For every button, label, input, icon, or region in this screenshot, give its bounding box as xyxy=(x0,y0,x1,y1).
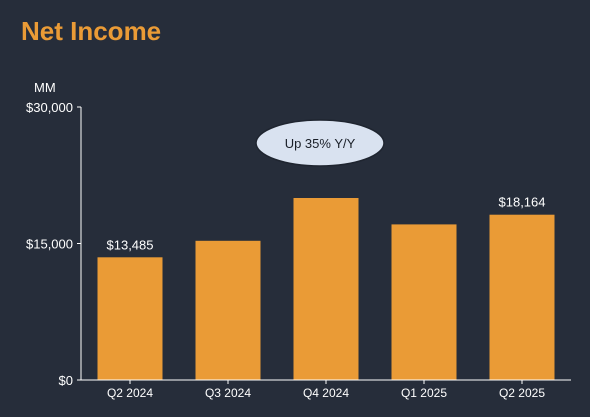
data-label: $13,485 xyxy=(107,237,154,252)
bar-q1-2025 xyxy=(391,224,457,380)
bar-q2-2025 xyxy=(489,214,555,380)
unit-label: MM xyxy=(34,80,56,95)
callout-bubble xyxy=(255,119,385,167)
y-tick-label: $30,000 xyxy=(26,100,73,115)
bar-q2-2024 xyxy=(97,257,163,380)
x-tick-label: Q2 2024 xyxy=(107,386,153,400)
x-tick-label: Q3 2024 xyxy=(205,386,251,400)
bar-q4-2024 xyxy=(293,198,359,380)
chart-title: Net Income xyxy=(21,16,162,46)
y-tick-label: $0 xyxy=(59,373,73,388)
x-tick-label: Q2 2025 xyxy=(499,386,545,400)
callout-text: Up 35% Y/Y xyxy=(285,136,356,151)
growth-callout: Up 35% Y/Y xyxy=(255,119,385,167)
y-tick-label: $15,000 xyxy=(26,237,73,252)
x-tick-label: Q1 2025 xyxy=(401,386,447,400)
data-label: $18,164 xyxy=(499,195,546,210)
bar-q3-2024 xyxy=(195,240,261,380)
x-tick-label: Q4 2024 xyxy=(303,386,349,400)
